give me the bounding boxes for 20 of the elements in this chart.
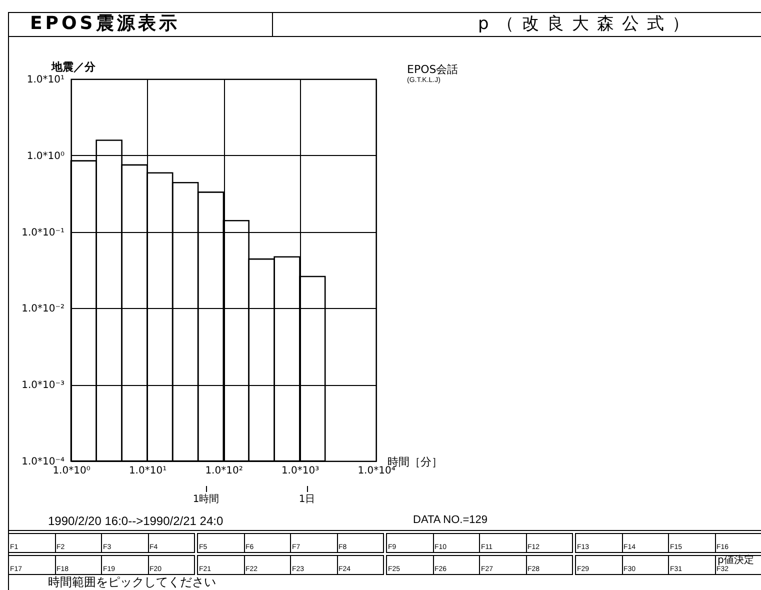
text: 時間範囲をピックしてください — [48, 575, 216, 589]
text: 1時間 — [192, 494, 220, 505]
y-tick-label: 1.0*10⁻² — [22, 304, 64, 315]
y-tick-label: 1.0*10¹ — [26, 74, 64, 86]
y-tick-label: 1.0*10⁰ — [26, 150, 64, 162]
x-tick-label: 1.0*10³ — [281, 466, 320, 476]
x-tick-label: 1.0*10¹ — [128, 466, 167, 476]
text: 1990/2/20 16:0-->1990/2/21 24:0 — [48, 514, 224, 528]
y-axis-title: 地震／分 — [50, 60, 96, 74]
y-tick-label: 1.0*10⁻¹ — [22, 227, 64, 238]
x-tick-label: 1.0*10⁴ — [358, 466, 396, 476]
text: p（改良大森公式） — [478, 14, 697, 34]
y-tick-label: 1.0*10⁻⁴ — [22, 456, 64, 468]
text: DATA NO.=129 — [413, 514, 488, 526]
chart-title: EPOS震源表示 — [30, 13, 180, 34]
text: 1日 — [298, 494, 316, 505]
text: EPOS会話 — [407, 63, 458, 76]
x-tick-label: 1.0*10² — [205, 466, 243, 476]
x-tick-label: 1.0*10⁰ — [52, 466, 90, 476]
y-tick-label: 1.0*10⁻³ — [22, 380, 64, 392]
